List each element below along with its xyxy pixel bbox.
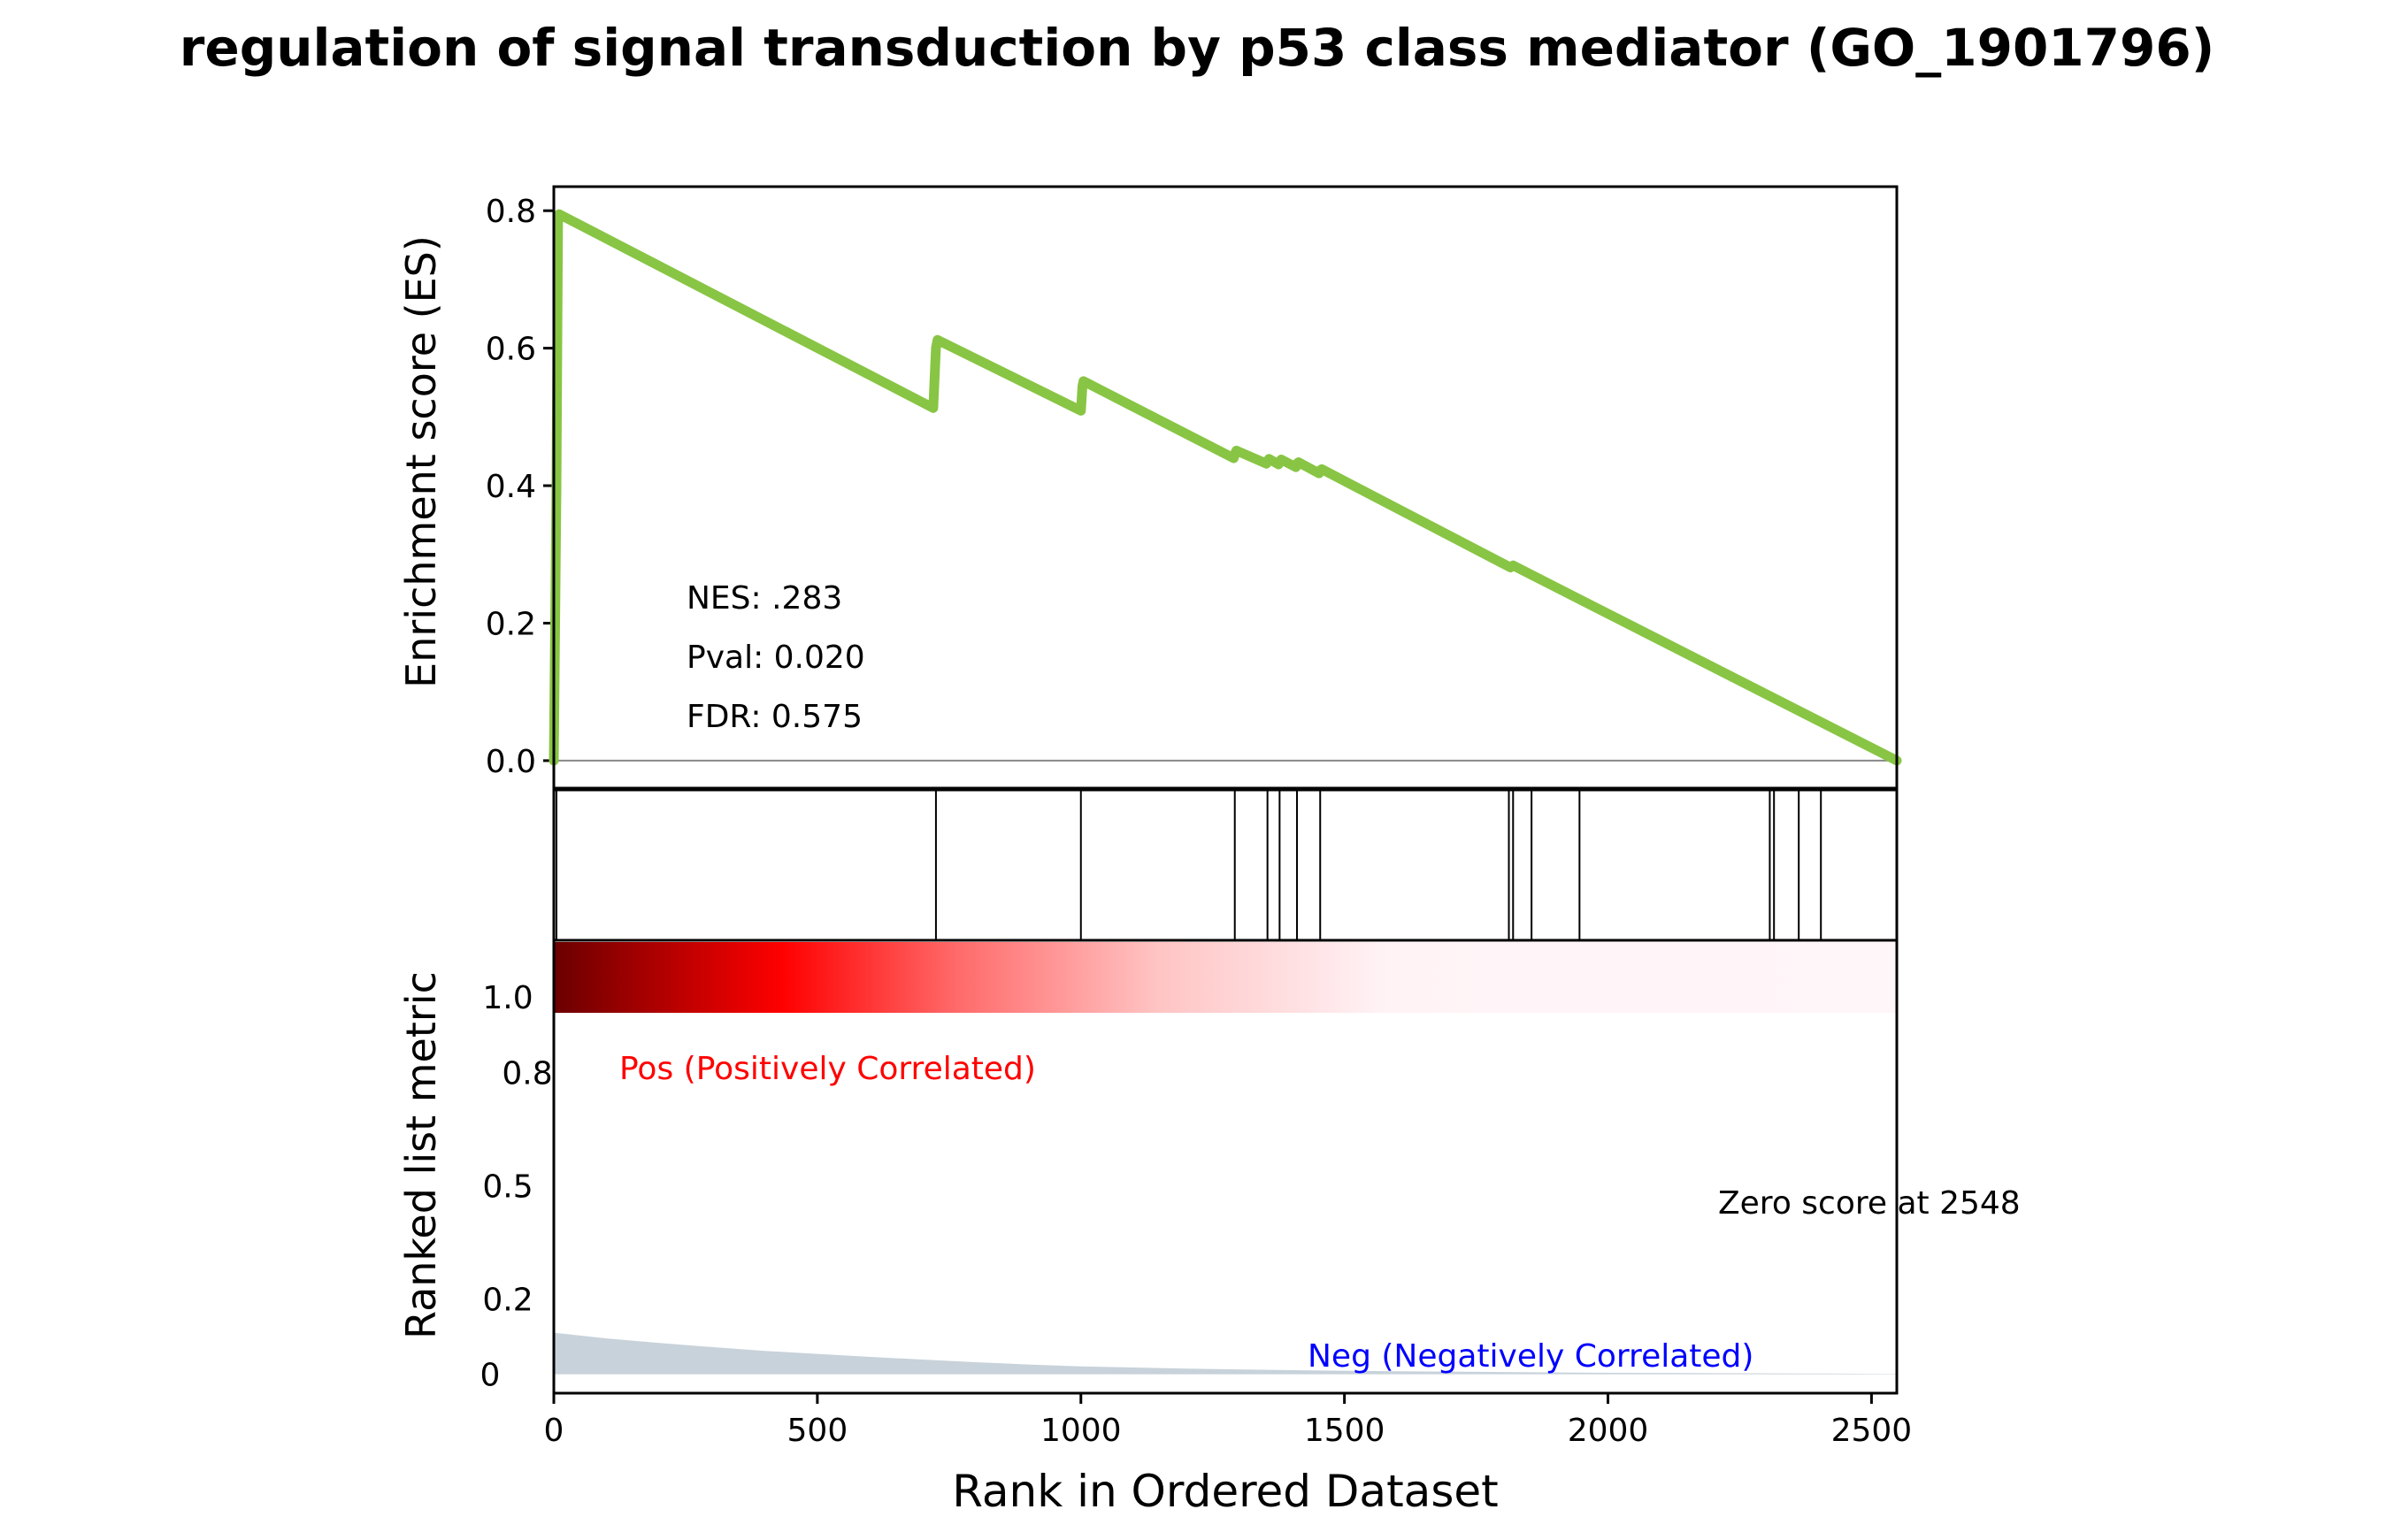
es-plot-frame <box>552 185 1899 790</box>
x-tick-label: 2000 <box>1568 1413 1649 1449</box>
x-tick-label: 0 <box>544 1413 564 1449</box>
rank-heatmap-bar <box>554 942 1897 1013</box>
es-y-tick-label: 0.2 <box>486 606 536 642</box>
zero-score-label: Zero score at 2548 <box>1718 1185 2021 1222</box>
x-tick-label: 500 <box>787 1413 848 1449</box>
ranked-y-tick-label: 0.5 <box>482 1168 533 1205</box>
chart-title: regulation of signal transduction by p53… <box>180 18 2215 78</box>
es-y-axis-label: Enrichment score (ES) <box>397 235 445 688</box>
ranked-plot-frame <box>552 939 1899 1395</box>
ranked-y-axis-label: Ranked list metric <box>397 971 445 1339</box>
hits-plot-frame <box>552 788 1899 942</box>
ranked-metric-area <box>554 1332 1897 1375</box>
es-y-tick-label: 0.6 <box>486 332 536 368</box>
ranked-y-tick-label: 0 <box>480 1358 501 1394</box>
hits-panel <box>552 788 1899 942</box>
x-tick-label: 2500 <box>1831 1413 1913 1449</box>
neg-correlated-label: Neg (Negatively Correlated) <box>1308 1338 1753 1375</box>
fdr-annotation: FDR: 0.575 <box>687 699 863 735</box>
x-tick-label: 1000 <box>1040 1413 1122 1449</box>
es-y-tick-label: 0.8 <box>486 194 536 230</box>
nes-annotation: NES: .283 <box>687 580 842 617</box>
es-curve <box>549 209 1902 766</box>
ranked-y-tick-label: 1.0 <box>482 980 533 1016</box>
ranked-y-tick-label: 0.8 <box>502 1055 552 1092</box>
pval-annotation: Pval: 0.020 <box>687 640 865 676</box>
pos-correlated-label: Pos (Positively Correlated) <box>619 1051 1036 1087</box>
ranked-y-tick-label: 0.2 <box>482 1282 533 1318</box>
es-panel: Enrichment score (ES) 0.0 0.2 0.4 0.6 0.8 NE… <box>397 185 1902 790</box>
x-axis-label: Rank in Ordered Dataset <box>952 1466 1498 1517</box>
es-y-tick-label: 0.4 <box>486 469 536 505</box>
es-y-tick-label: 0.0 <box>486 744 536 780</box>
x-tick-label: 1500 <box>1304 1413 1385 1449</box>
ranked-metric-panel: 1.0 0.8 0.5 0.2 0 Ranked list metric Pos (Po… <box>397 939 2021 1395</box>
